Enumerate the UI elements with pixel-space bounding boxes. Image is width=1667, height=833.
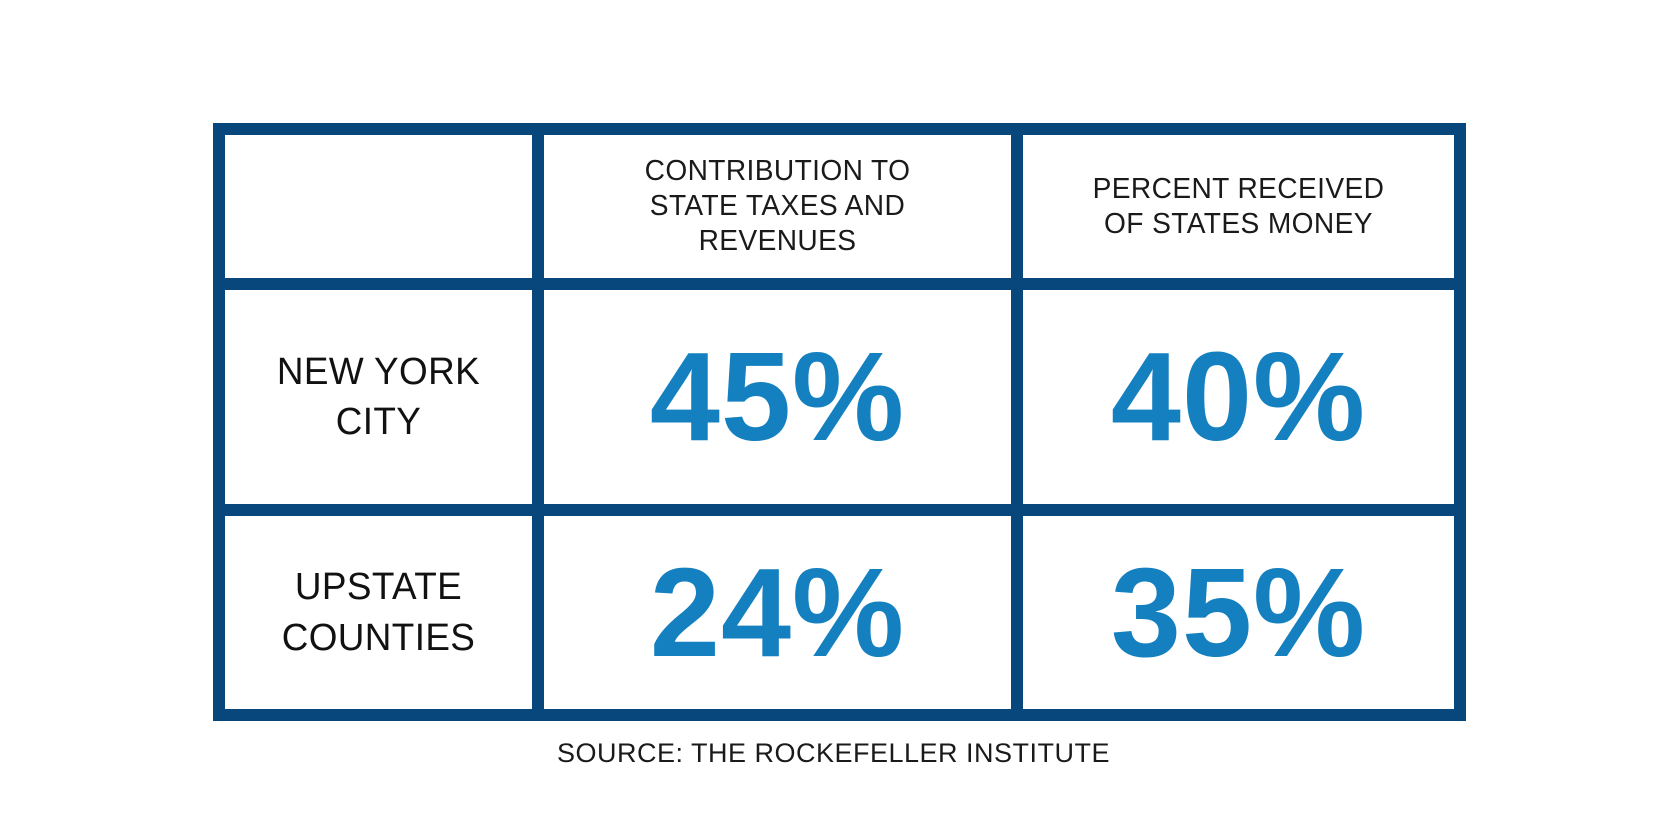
row-label-nyc-cell: NEW YORK CITY [213, 278, 544, 516]
cell-nyc-received: 40% [1011, 278, 1466, 516]
header-contribution-cell: CONTRIBUTION TO STATE TAXES AND REVENUES [532, 123, 1023, 290]
statistics-table: CONTRIBUTION TO STATE TAXES AND REVENUES… [213, 123, 1466, 721]
row-label-upstate-cell: UPSTATE COUNTIES [213, 504, 544, 721]
header-received-cell: PERCENT RECEIVED OF STATES MONEY [1011, 123, 1466, 290]
table-row-upstate-counties: UPSTATE COUNTIES 24% 35% [213, 504, 1466, 721]
value-upstate-received: 35% [1110, 541, 1367, 683]
row-label-nyc-text: NEW YORK CITY [276, 350, 481, 443]
table-header-row: CONTRIBUTION TO STATE TAXES AND REVENUES… [213, 123, 1466, 290]
cell-upstate-received: 35% [1011, 504, 1466, 721]
header-received-text: PERCENT RECEIVED OF STATES MONEY [1092, 172, 1385, 240]
value-nyc-contribution: 45% [649, 326, 906, 467]
value-nyc-received: 40% [1110, 326, 1367, 467]
header-contribution-text: CONTRIBUTION TO STATE TAXES AND REVENUES [644, 155, 911, 257]
value-upstate-contribution: 24% [649, 541, 906, 683]
cell-upstate-contribution: 24% [532, 504, 1023, 721]
corner-cell [213, 123, 544, 290]
source-attribution: SOURCE: THE ROCKEFELLER INSTITUTE [556, 738, 1111, 768]
cell-nyc-contribution: 45% [532, 278, 1023, 516]
row-label-upstate-text: UPSTATE COUNTIES [281, 566, 476, 659]
table-row-new-york-city: NEW YORK CITY 45% 40% [213, 278, 1466, 516]
